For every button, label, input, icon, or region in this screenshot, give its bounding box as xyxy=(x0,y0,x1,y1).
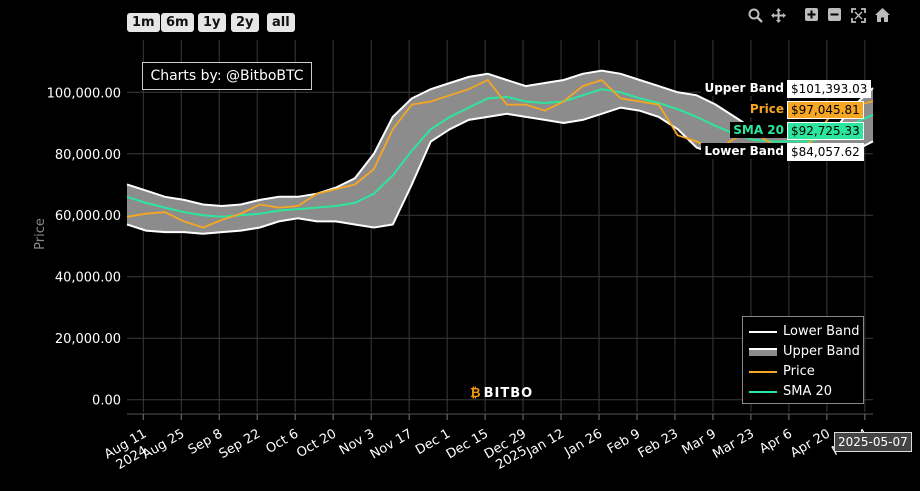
x-tick-label: Sep 22 xyxy=(217,426,264,462)
y-tick-label: 100,000.00 xyxy=(47,86,121,101)
x-tick-line: Sep 22 xyxy=(217,426,264,462)
legend-swatch xyxy=(749,331,777,333)
autoscale-icon[interactable] xyxy=(851,8,866,26)
range-button-2y[interactable]: 2y xyxy=(231,13,259,32)
x-tick-line: Oct 20 xyxy=(294,426,339,461)
x-tick-line: Mar 23 xyxy=(710,426,757,462)
x-tick-label: Jan 26 xyxy=(561,426,605,460)
x-tick-label: Apr 20 xyxy=(788,426,833,461)
hover-date-label: 2025-05-07 xyxy=(834,432,912,452)
bitbo-logo-icon: ₿ xyxy=(470,386,482,401)
chart-credit: Charts by: @BitboBTC xyxy=(142,62,312,90)
hover-value-upper-band: $101,393.03 xyxy=(787,79,872,98)
hover-label-upper-band: Upper Band xyxy=(701,79,787,96)
legend-label: Upper Band xyxy=(783,344,860,359)
x-tick-line: Apr 20 xyxy=(788,426,833,461)
legend-label: Lower Band xyxy=(783,324,860,339)
y-axis-ticks: 0.00 20,000.00 40,000.00 60,000.00 80,000.00… xyxy=(47,86,121,408)
x-tick-line: Aug 25 xyxy=(140,426,187,462)
bitbo-logo-text: BITBO xyxy=(483,386,534,401)
y-tick-label: 0.00 xyxy=(92,394,121,409)
x-tick-line: Nov 17 xyxy=(368,426,415,462)
x-tick-label: Dec 15 xyxy=(444,426,491,462)
legend-swatch xyxy=(749,371,777,373)
x-tick-label: Nov 17 xyxy=(368,426,415,462)
hover-label-lower-band: Lower Band xyxy=(701,142,787,159)
hover-value-lower-band: $84,057.62 xyxy=(787,142,864,161)
x-tick-label: Jan 12 xyxy=(523,426,567,460)
x-tick-line: Apr 6 xyxy=(757,426,795,456)
legend-swatch xyxy=(749,391,777,393)
magnifier-icon[interactable] xyxy=(748,8,763,26)
x-tick-label: Aug 25 xyxy=(140,426,187,462)
hover-label-price: Price xyxy=(746,100,787,117)
pan-icon[interactable] xyxy=(771,8,786,26)
home-icon[interactable] xyxy=(875,8,890,25)
x-tick-label: Mar 23 xyxy=(710,426,757,462)
x-tick-label: Oct 6 xyxy=(263,426,301,456)
x-tick-line: Jan 26 xyxy=(561,426,605,460)
zoom-in-icon[interactable] xyxy=(805,8,818,24)
y-axis-label: Price xyxy=(33,218,48,250)
hover-value-price: $97,045.81 xyxy=(787,100,864,119)
hover-value-sma-20: $92,725.33 xyxy=(787,121,864,140)
x-tick-label: Oct 20 xyxy=(294,426,339,461)
x-tick-label: Apr 6 xyxy=(757,426,795,456)
range-button-all[interactable]: all xyxy=(267,13,295,32)
legend-label: Price xyxy=(783,364,815,379)
legend-swatch xyxy=(749,348,777,356)
range-button-1m[interactable]: 1m xyxy=(127,13,160,32)
y-tick-label: 60,000.00 xyxy=(55,209,121,224)
x-tick-line: Dec 15 xyxy=(444,426,491,462)
band-fill xyxy=(127,70,873,234)
x-tick-line: Oct 6 xyxy=(263,426,301,456)
x-tick-label: Feb 23 xyxy=(636,426,681,461)
hover-label-sma-20: SMA 20 xyxy=(730,121,787,138)
x-tick-line: Feb 23 xyxy=(636,426,681,461)
y-tick-label: 80,000.00 xyxy=(55,148,121,163)
range-button-6m[interactable]: 6m xyxy=(161,13,194,32)
x-tick-line: Jan 12 xyxy=(523,426,567,460)
y-tick-label: 40,000.00 xyxy=(55,271,121,286)
zoom-out-icon[interactable] xyxy=(828,8,841,24)
legend[interactable]: Lower Band Upper Band Price SMA 20 xyxy=(742,316,864,404)
legend-label: SMA 20 xyxy=(783,384,833,399)
y-tick-label: 20,000.00 xyxy=(55,332,121,347)
range-button-1y[interactable]: 1y xyxy=(198,13,226,32)
bitbo-logo: ₿ BITBO xyxy=(470,385,533,401)
